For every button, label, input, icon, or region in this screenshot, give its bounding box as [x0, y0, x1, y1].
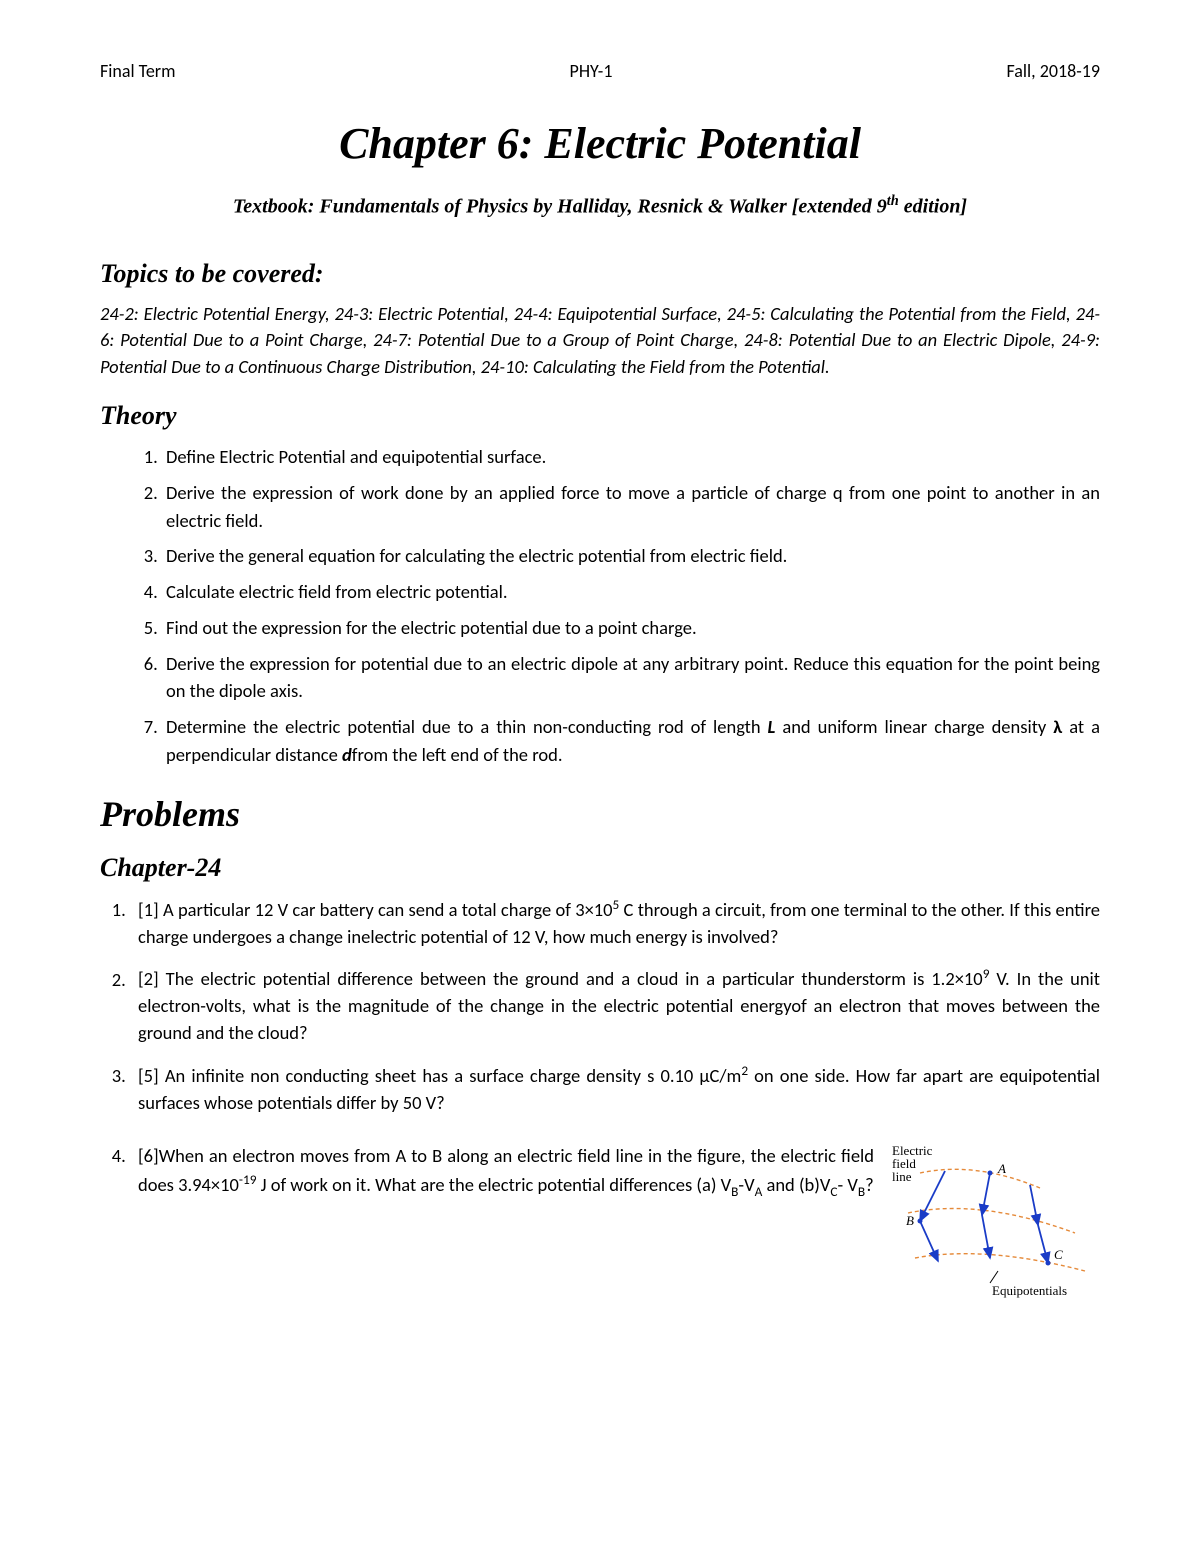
point-c-dot: [1046, 1260, 1051, 1265]
equipotential-curve: [908, 1208, 1075, 1233]
theory-item: Derive the expression for potential due …: [162, 650, 1100, 706]
topics-paragraph: 24-2: Electric Potential Energy, 24-3: E…: [100, 301, 1100, 381]
header-left: Final Term: [100, 60, 175, 82]
field-line: [920, 1221, 938, 1261]
equipotential-diagram: Electric field line: [890, 1143, 1100, 1303]
figure-label-equip: Equipotentials: [992, 1283, 1067, 1298]
problem-item: [2] The electric potential difference be…: [130, 964, 1100, 1047]
chapter24-heading: Chapter-24: [100, 853, 1100, 883]
problems-title: Problems: [100, 793, 1100, 835]
problems-list: [1] A particular 12 V car battery can se…: [100, 895, 1100, 1303]
theory-item: Determine the electric potential due to …: [162, 713, 1100, 769]
theory-heading: Theory: [100, 401, 1100, 431]
equip-pointer: [990, 1271, 998, 1283]
problem-figure: Electric field line: [890, 1143, 1100, 1303]
theory-item: Define Electric Potential and equipotent…: [162, 443, 1100, 471]
problem-item: [1] A particular 12 V car battery can se…: [130, 895, 1100, 951]
topics-heading: Topics to be covered:: [100, 259, 1100, 289]
point-b-label: B: [906, 1213, 914, 1228]
theory-item: Find out the expression for the electric…: [162, 614, 1100, 642]
textbook-line: Textbook: Fundamentals of Physics by Hal…: [100, 193, 1100, 219]
theory-item: Derive the expression of work done by an…: [162, 479, 1100, 535]
problem-item: [6]When an electron moves from A to B al…: [130, 1143, 1100, 1303]
chapter-title: Chapter 6: Electric Potential: [100, 118, 1100, 169]
field-line: [1030, 1185, 1038, 1225]
figure-label-line: line: [892, 1169, 912, 1184]
field-line: [982, 1173, 990, 1215]
field-line: [982, 1215, 990, 1258]
field-line: [1038, 1225, 1048, 1263]
problem-text: [6]When an electron moves from A to B al…: [138, 1143, 874, 1201]
page-header: Final Term PHY-1 Fall, 2018-19: [100, 60, 1100, 82]
theory-item: Derive the general equation for calculat…: [162, 542, 1100, 570]
point-b-dot: [918, 1218, 923, 1223]
field-line: [920, 1171, 945, 1221]
theory-item: Calculate electric field from electric p…: [162, 578, 1100, 606]
header-right: Fall, 2018-19: [1007, 60, 1100, 82]
point-c-label: C: [1054, 1247, 1063, 1262]
point-a-label: A: [997, 1161, 1006, 1176]
point-a-dot: [988, 1170, 993, 1175]
theory-list: Define Electric Potential and equipotent…: [100, 443, 1100, 769]
header-center: PHY-1: [570, 60, 613, 82]
page: Final Term PHY-1 Fall, 2018-19 Chapter 6…: [0, 0, 1200, 1553]
problem-item: [5] An infinite non conducting sheet has…: [130, 1061, 1100, 1117]
